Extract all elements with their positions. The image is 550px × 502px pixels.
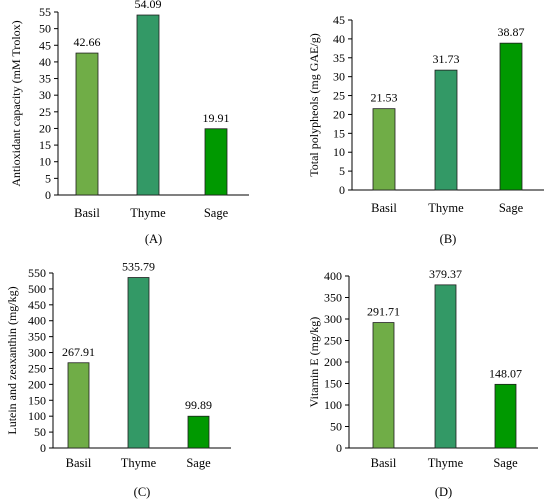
y-tick-label: 30 xyxy=(39,88,51,102)
y-tick-label: 25 xyxy=(333,89,345,103)
x-tick-label: Basil xyxy=(74,206,100,220)
y-axis-label: Antioxidant capacity (mM Trolox) xyxy=(9,20,23,186)
y-tick-label: 0 xyxy=(336,441,342,455)
data-label: 19.91 xyxy=(203,111,230,125)
y-tick-label: 350 xyxy=(324,291,342,305)
bar-thyme xyxy=(136,14,160,196)
y-tick-label: 500 xyxy=(28,282,46,296)
y-tick-label: 45 xyxy=(39,38,51,52)
y-tick-label: 10 xyxy=(333,145,345,159)
y-tick-label: 350 xyxy=(28,330,46,344)
data-label: 148.07 xyxy=(489,366,522,380)
data-label: 42.66 xyxy=(74,35,101,49)
y-tick-label: 200 xyxy=(28,377,46,391)
y-tick-label: 250 xyxy=(324,334,342,348)
x-tick-label: Sage xyxy=(499,201,524,215)
y-tick-label: 50 xyxy=(34,425,46,439)
y-tick-label: 30 xyxy=(333,70,345,84)
data-label: 21.53 xyxy=(371,91,398,105)
data-label: 291.71 xyxy=(367,305,400,319)
y-tick-label: 40 xyxy=(333,32,345,46)
y-tick-label: 150 xyxy=(324,377,342,391)
y-tick-label: 10 xyxy=(39,155,51,169)
y-tick-label: 20 xyxy=(39,121,51,135)
bar-basil xyxy=(67,362,90,449)
panel-label: (C) xyxy=(134,485,151,499)
x-tick-label: Thyme xyxy=(121,456,157,470)
y-tick-label: 150 xyxy=(28,393,46,407)
panel-label: (A) xyxy=(145,232,162,246)
x-tick-label: Sage xyxy=(186,456,211,470)
x-tick-label: Basil xyxy=(371,201,397,215)
y-tick-label: 250 xyxy=(28,361,46,375)
bar-sage xyxy=(204,128,228,196)
y-tick-label: 50 xyxy=(39,22,51,36)
panel-label: (D) xyxy=(435,485,452,499)
y-tick-label: 0 xyxy=(40,441,46,455)
y-tick-label: 0 xyxy=(339,183,345,197)
y-tick-label: 100 xyxy=(324,398,342,412)
y-tick-label: 35 xyxy=(39,72,51,86)
y-tick-label: 40 xyxy=(39,55,51,69)
y-axis-label: Vitamin E (mg/kg) xyxy=(307,317,321,408)
y-tick-label: 5 xyxy=(45,171,51,185)
x-tick-label: Basil xyxy=(66,456,92,470)
y-axis-label: Lutein and zeaxanthin (mg/kg) xyxy=(5,286,19,434)
y-tick-label: 5 xyxy=(339,164,345,178)
bar-thyme xyxy=(434,284,457,449)
panel-d-vitamin-e-chart: 0 50 100 150 200 250 300 350 400 291.71 Basil 379.3… xyxy=(307,267,538,499)
data-label: 99.89 xyxy=(185,398,212,412)
x-tick-label: Basil xyxy=(371,456,397,470)
data-label: 379.37 xyxy=(429,267,462,281)
y-tick-label: 300 xyxy=(28,346,46,360)
y-tick-label: 20 xyxy=(333,107,345,121)
y-tick-label: 400 xyxy=(28,314,46,328)
x-tick-label: Sage xyxy=(204,206,229,220)
data-label: 535.79 xyxy=(122,260,155,274)
y-tick-label: 550 xyxy=(28,266,46,280)
bar-thyme xyxy=(127,277,150,449)
y-tick-label: 45 xyxy=(333,13,345,27)
y-tick-label: 35 xyxy=(333,51,345,65)
bar-sage xyxy=(499,42,523,191)
y-tick-label: 100 xyxy=(28,409,46,423)
y-tick-label: 200 xyxy=(324,355,342,369)
y-tick-label: 400 xyxy=(324,269,342,283)
panel-a-antioxidant-chart: 0 5 10 15 20 25 30 35 40 45 50 55 42.66 Basil 54.09 Thy… xyxy=(9,0,249,246)
x-tick-label: Thyme xyxy=(130,206,166,220)
data-label: 54.09 xyxy=(135,0,162,11)
y-tick-label: 25 xyxy=(39,105,51,119)
bar-thyme xyxy=(434,69,458,191)
panel-b-polyphenols-chart: 0 5 10 15 20 25 30 35 40 45 21.53 Basil 31.73 Thyme 38… xyxy=(307,13,544,246)
y-axis-label: Total polypheols (mg GAE/g) xyxy=(307,33,321,176)
y-tick-label: 15 xyxy=(39,138,51,152)
bar-basil xyxy=(372,108,396,191)
y-tick-label: 450 xyxy=(28,298,46,312)
x-tick-label: Thyme xyxy=(428,201,464,215)
y-tick-label: 50 xyxy=(330,420,342,434)
x-tick-label: Thyme xyxy=(428,456,464,470)
y-tick-label: 55 xyxy=(39,5,51,19)
panel-label: (B) xyxy=(440,232,457,246)
data-label: 38.87 xyxy=(498,25,525,39)
bar-basil xyxy=(372,322,395,449)
data-label: 267.91 xyxy=(62,345,95,359)
bar-sage xyxy=(494,383,517,449)
y-tick-label: 300 xyxy=(324,312,342,326)
y-tick-label: 15 xyxy=(333,126,345,140)
y-tick-label: 0 xyxy=(45,188,51,202)
x-tick-label: Sage xyxy=(493,456,518,470)
data-label: 31.73 xyxy=(433,52,460,66)
bar-sage xyxy=(187,415,210,449)
bar-basil xyxy=(75,52,99,196)
